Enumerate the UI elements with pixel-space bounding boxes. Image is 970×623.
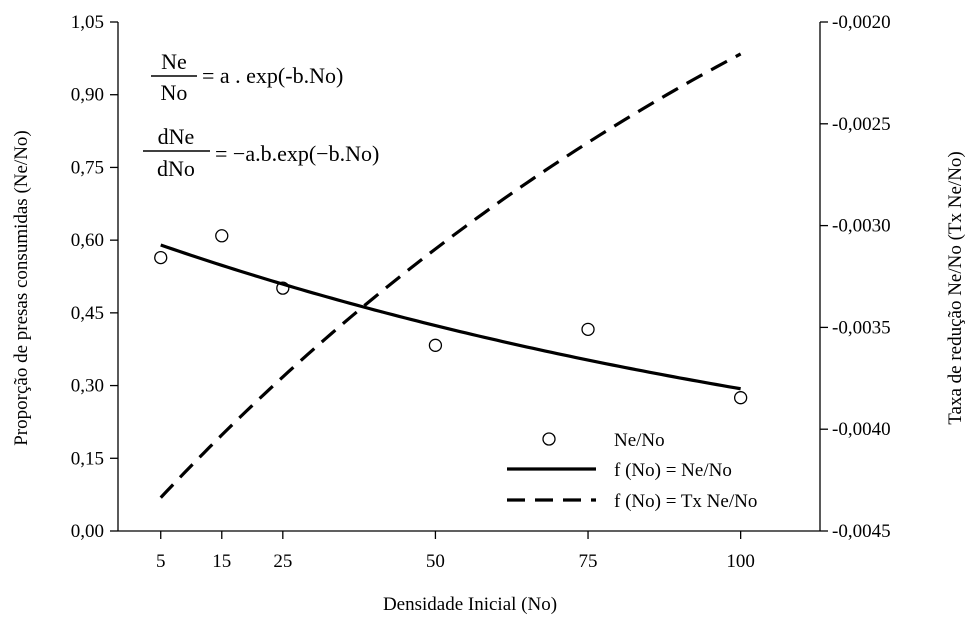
left-y-tick-label: 0,75 (71, 157, 104, 178)
legend: Ne/No f (No) = Ne/No f (No) = Tx Ne/No (507, 430, 757, 512)
left-y-tick-label: 1,05 (71, 12, 104, 33)
equation-2: dNe dNo = −a.b.exp(−b.No) (143, 124, 379, 181)
left-y-tick-label: 0,90 (71, 85, 104, 106)
legend-label-fit-ne-no: f (No) = Ne/No (614, 460, 732, 481)
x-tick-label: 75 (579, 551, 598, 572)
data-point-ne-no (154, 250, 168, 265)
left-y-tick-label: 0,30 (71, 376, 104, 397)
left-y-tick-label: 0,15 (71, 448, 104, 469)
left-y-axis-ticks: 0,00 0,15 0,30 0,45 0,60 0,75 0,90 1,05 (71, 12, 118, 542)
left-y-tick-label: 0,45 (71, 303, 104, 324)
right-y-tick-label: -0,0020 (832, 12, 891, 33)
right-y-tick-label: -0,0025 (832, 114, 891, 135)
left-y-tick-label: 0,00 (71, 521, 104, 542)
data-point-ne-no (733, 391, 748, 405)
right-y-axis-title: Taxa de redução Ne/No (Tx Ne/No) (945, 151, 966, 425)
legend-label-ne-no: Ne/No (614, 430, 665, 451)
x-tick-label: 100 (726, 551, 755, 572)
equation-1-numerator: Ne (161, 49, 187, 74)
series-line-ne-no-fit (160, 243, 741, 391)
x-axis-ticks: 5 15 25 50 75 100 (156, 531, 755, 572)
equation-2-numerator: dNe (158, 124, 195, 149)
right-y-tick-label: -0,0040 (832, 419, 891, 440)
x-axis-title: Densidade Inicial (No) (383, 594, 557, 615)
x-tick-label: 5 (156, 551, 166, 572)
equation-2-denominator: dNo (157, 156, 195, 181)
series-layer (154, 52, 748, 499)
equation-1-denominator: No (161, 80, 188, 105)
equation-1-rhs: = a . exp(-b.No) (202, 63, 343, 88)
data-point-ne-no (428, 338, 443, 352)
data-point-ne-no (276, 281, 290, 295)
right-y-tick-label: -0,0045 (832, 521, 891, 542)
legend-label-fit-tx: f (No) = Tx Ne/No (614, 491, 757, 512)
equation-1: Ne No = a . exp(-b.No) (151, 49, 343, 105)
right-y-tick-label: -0,0030 (832, 216, 891, 237)
right-y-tick-label: -0,0035 (832, 317, 891, 338)
axes (117, 22, 821, 532)
data-point-ne-no (215, 229, 229, 243)
series-line-tx-ne-no (159, 52, 742, 499)
x-tick-label: 15 (212, 551, 231, 572)
legend-marker-ne-no (542, 432, 556, 446)
right-y-axis-ticks: -0,0045 -0,0040 -0,0035 -0,0030 -0,0025 -0,00… (820, 12, 891, 542)
left-y-axis-title: Proporção de presas consumidas (Ne/No) (11, 130, 32, 446)
left-y-tick-label: 0,60 (71, 230, 104, 251)
x-tick-label: 25 (273, 551, 292, 572)
equation-2-rhs: = −a.b.exp(−b.No) (215, 141, 379, 166)
x-tick-label: 50 (426, 551, 445, 572)
data-point-ne-no (581, 322, 595, 336)
